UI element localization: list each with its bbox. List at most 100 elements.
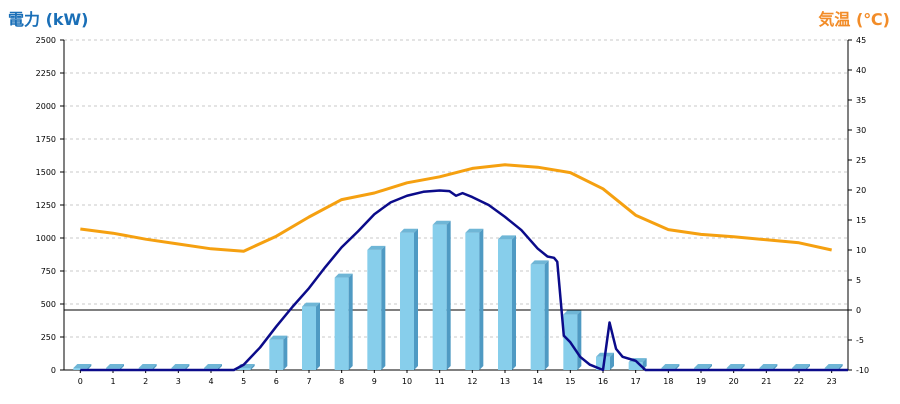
bar-side: [316, 302, 320, 370]
bar-side: [577, 310, 582, 370]
bar-top: [106, 364, 124, 368]
left-tick-label: 750: [41, 267, 56, 276]
bar-top: [73, 364, 92, 368]
bar-side: [250, 364, 255, 370]
right-tick-label: -5: [856, 336, 864, 345]
x-tick-label: 16: [598, 377, 608, 386]
left-tick-label: 0: [51, 366, 56, 375]
bar-top: [432, 220, 451, 225]
x-tick-label: 9: [372, 377, 377, 386]
x-tick-label: 8: [339, 377, 344, 386]
bar-face: [236, 368, 251, 370]
bar-side: [348, 273, 353, 370]
left-tick-label: 2000: [36, 102, 56, 111]
left-tick-label: 1500: [36, 168, 56, 177]
bar-top: [465, 228, 484, 233]
left-tick-label: 1750: [36, 135, 56, 144]
x-tick-label: 17: [631, 377, 641, 386]
x-tick-label: 21: [761, 377, 771, 386]
bar-top: [530, 260, 549, 265]
x-tick-label: 10: [402, 377, 412, 386]
bar-side: [479, 228, 484, 370]
bar-side: [544, 260, 549, 370]
x-tick-label: 11: [435, 377, 445, 386]
right-tick-label: -10: [856, 366, 869, 375]
bar-side: [218, 364, 222, 370]
bar-side: [512, 235, 516, 370]
right-tick-label: 10: [856, 246, 866, 255]
left-tick-label: 2250: [36, 69, 56, 78]
bar-top: [171, 364, 190, 368]
bar-side: [610, 352, 614, 370]
x-tick-label: 18: [663, 377, 673, 386]
bar-face: [465, 232, 480, 370]
bar-face: [367, 249, 382, 370]
x-tick-label: 13: [500, 377, 510, 386]
right-tick-label: 40: [856, 66, 866, 75]
bar-face: [269, 339, 284, 370]
x-tick-label: 4: [208, 377, 213, 386]
left-tick-label: 1250: [36, 201, 56, 210]
x-tick-label: 0: [78, 377, 83, 386]
x-tick-label: 23: [827, 377, 837, 386]
bar-top: [694, 364, 712, 368]
x-tick-label: 22: [794, 377, 804, 386]
bar-side: [446, 220, 451, 370]
bar-face: [432, 224, 447, 370]
right-tick-label: 20: [856, 186, 866, 195]
left-tick-label: 500: [41, 300, 56, 309]
bar-side: [381, 245, 386, 370]
bar-top: [269, 335, 288, 340]
bar-face: [530, 264, 545, 370]
right-tick-label: 30: [856, 126, 866, 135]
bar-face: [400, 232, 414, 370]
x-tick-label: 1: [110, 377, 115, 386]
bar-side: [773, 364, 778, 370]
bar: [432, 220, 451, 370]
bar-side: [120, 364, 124, 370]
x-tick-label: 14: [533, 377, 543, 386]
bar-side: [185, 364, 190, 370]
bar-top: [138, 364, 157, 368]
bar-side: [87, 364, 92, 370]
bar-side: [740, 364, 745, 370]
right-tick-label: 35: [856, 96, 866, 105]
right-tick-label: 15: [856, 216, 866, 225]
right-tick-label: 45: [856, 36, 866, 45]
bar-face: [302, 306, 316, 370]
x-tick-label: 3: [176, 377, 181, 386]
temperature-line: [80, 163, 832, 253]
left-axis-title: 電力 (kW): [8, 10, 89, 29]
left-tick-label: 2500: [36, 36, 56, 45]
bar: [563, 310, 582, 370]
bar-face: [334, 277, 349, 370]
bar-face: [498, 239, 512, 370]
bar-top: [563, 310, 582, 315]
bar-side: [152, 364, 157, 370]
x-tick-label: 2: [143, 377, 148, 386]
bar-top: [726, 364, 745, 368]
bar-side: [675, 364, 680, 370]
bar: [400, 228, 418, 370]
bar-top: [367, 245, 386, 250]
bar-side: [806, 364, 810, 370]
right-tick-label: 0: [856, 306, 861, 315]
right-axis-title: 気温 (℃): [818, 10, 890, 29]
bar-top: [759, 364, 778, 368]
bar-side: [838, 364, 843, 370]
bar-top: [400, 228, 418, 233]
bar-face: [628, 362, 643, 370]
bar: [302, 302, 320, 370]
bar: [269, 335, 288, 370]
bar-side: [414, 228, 418, 370]
bar: [334, 273, 353, 370]
right-tick-label: 25: [856, 156, 866, 165]
right-tick-label: 5: [856, 276, 861, 285]
bar-side: [283, 335, 288, 370]
bar: [367, 245, 386, 370]
bar: [465, 228, 484, 370]
left-tick-label: 1000: [36, 234, 56, 243]
bar-top: [302, 302, 320, 307]
